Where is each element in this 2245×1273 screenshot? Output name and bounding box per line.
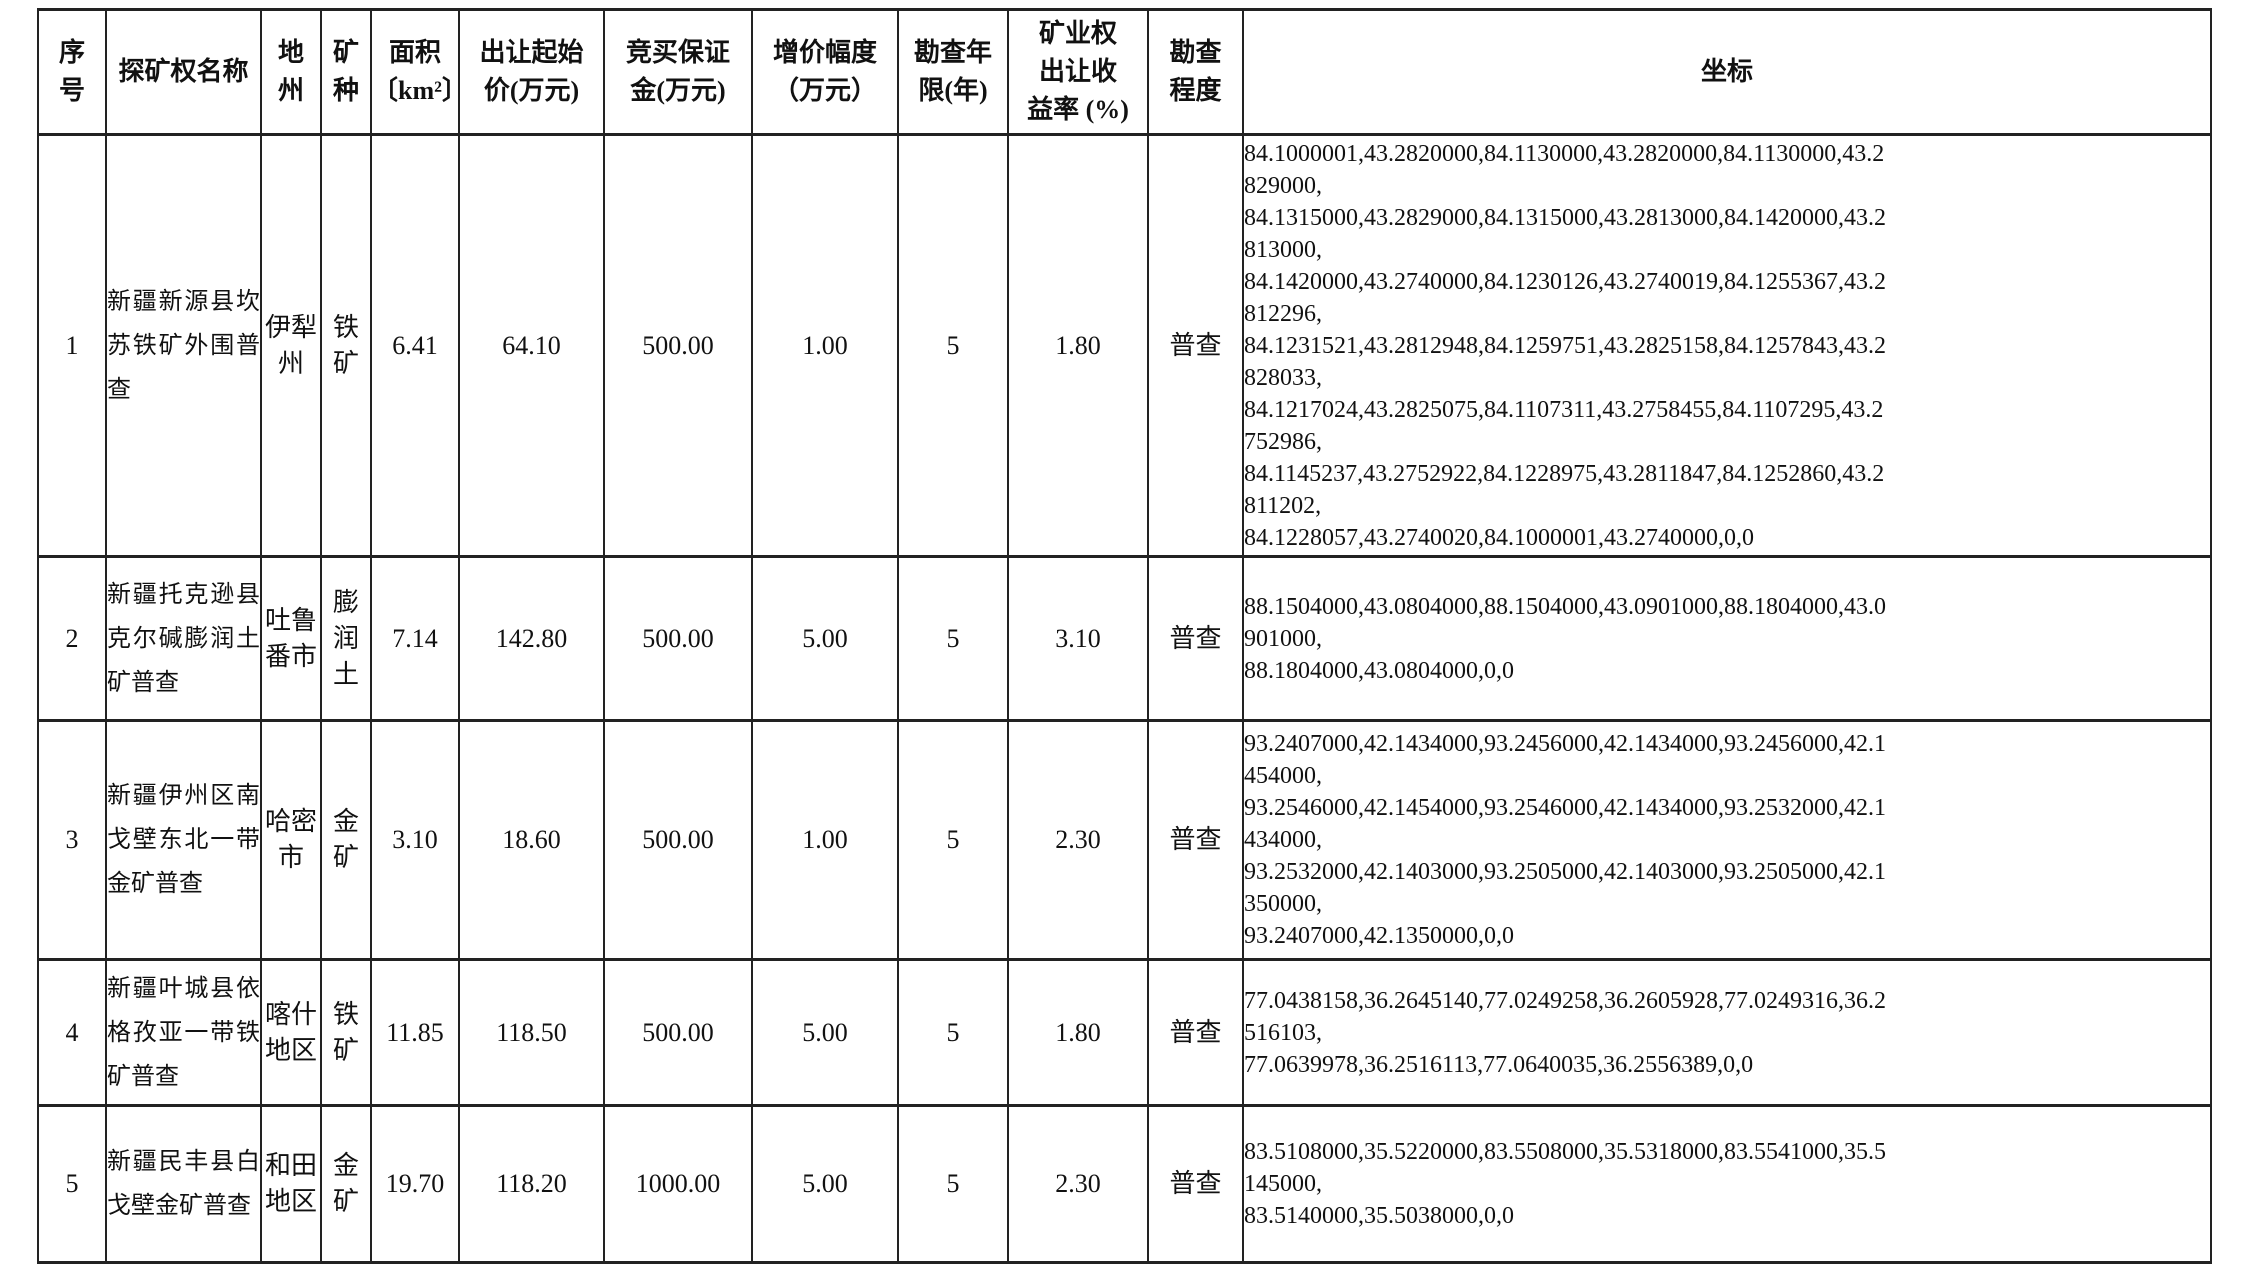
cell-yield-rate: 1.80 <box>1007 958 1149 1107</box>
cell-increment: 5.00 <box>751 555 899 722</box>
cell-years: 5 <box>897 958 1009 1107</box>
cell-mineral: 铁矿 <box>320 958 372 1107</box>
cell-mineral: 膨润土 <box>320 555 372 722</box>
cell-name: 新疆民丰县白戈壁金矿普查 <box>105 1104 262 1264</box>
cell-index: 2 <box>37 555 107 722</box>
cell-degree: 普查 <box>1147 1104 1244 1264</box>
cell-prefecture: 和田地区 <box>260 1104 322 1264</box>
header-years: 勘查年 限(年) <box>897 8 1009 136</box>
cell-name: 新疆伊州区南戈壁东北一带金矿普查 <box>105 719 262 961</box>
cell-years: 5 <box>897 719 1009 961</box>
cell-prefecture: 喀什地区 <box>260 958 322 1107</box>
cell-coordinates: 83.5108000,35.5220000,83.5508000,35.5318… <box>1242 1104 2212 1264</box>
cell-prefecture: 伊犁州 <box>260 133 322 558</box>
cell-index: 5 <box>37 1104 107 1264</box>
cell-prefecture: 吐鲁番市 <box>260 555 322 722</box>
cell-increment: 1.00 <box>751 133 899 558</box>
table-header-row: 序 号 探矿权名称 地 州 矿 种 面积 〔km²〕 出让起始 价(万元) 竞买… <box>37 8 2212 136</box>
cell-starting-price: 118.20 <box>458 1104 605 1264</box>
cell-increment: 1.00 <box>751 719 899 961</box>
cell-years: 5 <box>897 133 1009 558</box>
cell-starting-price: 142.80 <box>458 555 605 722</box>
header-degree: 勘查 程度 <box>1147 8 1244 136</box>
cell-yield-rate: 1.80 <box>1007 133 1149 558</box>
cell-name: 新疆叶城县依格孜亚一带铁矿普查 <box>105 958 262 1107</box>
cell-area: 3.10 <box>370 719 460 961</box>
cell-deposit: 500.00 <box>603 555 753 722</box>
cell-increment: 5.00 <box>751 1104 899 1264</box>
cell-degree: 普查 <box>1147 719 1244 961</box>
header-mineral: 矿 种 <box>320 8 372 136</box>
cell-starting-price: 118.50 <box>458 958 605 1107</box>
header-name: 探矿权名称 <box>105 8 262 136</box>
table-row: 2 新疆托克逊县克尔碱膨润土矿普查 吐鲁番市 膨润土 7.14 142.80 5… <box>37 555 2212 722</box>
cell-area: 6.41 <box>370 133 460 558</box>
header-deposit: 竞买保证 金(万元) <box>603 8 753 136</box>
cell-coordinates: 88.1504000,43.0804000,88.1504000,43.0901… <box>1242 555 2212 722</box>
table-row: 3 新疆伊州区南戈壁东北一带金矿普查 哈密市 金矿 3.10 18.60 500… <box>37 719 2212 961</box>
cell-starting-price: 64.10 <box>458 133 605 558</box>
cell-mineral: 铁矿 <box>320 133 372 558</box>
cell-area: 19.70 <box>370 1104 460 1264</box>
cell-mineral: 金矿 <box>320 1104 372 1264</box>
header-starting-price: 出让起始 价(万元) <box>458 8 605 136</box>
cell-deposit: 500.00 <box>603 958 753 1107</box>
cell-name: 新疆托克逊县克尔碱膨润土矿普查 <box>105 555 262 722</box>
cell-degree: 普查 <box>1147 555 1244 722</box>
table-row: 1 新疆新源县坎苏铁矿外围普查 伊犁州 铁矿 6.41 64.10 500.00… <box>37 133 2212 558</box>
header-index: 序 号 <box>37 8 107 136</box>
header-prefecture: 地 州 <box>260 8 322 136</box>
cell-degree: 普查 <box>1147 958 1244 1107</box>
header-coordinates: 坐标 <box>1242 8 2212 136</box>
cell-index: 3 <box>37 719 107 961</box>
cell-degree: 普查 <box>1147 133 1244 558</box>
cell-yield-rate: 3.10 <box>1007 555 1149 722</box>
table-row: 5 新疆民丰县白戈壁金矿普查 和田地区 金矿 19.70 118.20 1000… <box>37 1104 2212 1264</box>
cell-prefecture: 哈密市 <box>260 719 322 961</box>
cell-years: 5 <box>897 1104 1009 1264</box>
cell-years: 5 <box>897 555 1009 722</box>
cell-coordinates: 77.0438158,36.2645140,77.0249258,36.2605… <box>1242 958 2212 1107</box>
cell-starting-price: 18.60 <box>458 719 605 961</box>
cell-yield-rate: 2.30 <box>1007 719 1149 961</box>
cell-mineral: 金矿 <box>320 719 372 961</box>
cell-deposit: 1000.00 <box>603 1104 753 1264</box>
header-increment: 增价幅度 （万元） <box>751 8 899 136</box>
mining-rights-table: 序 号 探矿权名称 地 州 矿 种 面积 〔km²〕 出让起始 价(万元) 竞买… <box>37 8 2212 1264</box>
cell-increment: 5.00 <box>751 958 899 1107</box>
cell-deposit: 500.00 <box>603 133 753 558</box>
cell-index: 1 <box>37 133 107 558</box>
cell-yield-rate: 2.30 <box>1007 1104 1149 1264</box>
cell-name: 新疆新源县坎苏铁矿外围普查 <box>105 133 262 558</box>
header-yield-rate: 矿业权 出让收 益率 (%) <box>1007 8 1149 136</box>
cell-area: 7.14 <box>370 555 460 722</box>
cell-coordinates: 93.2407000,42.1434000,93.2456000,42.1434… <box>1242 719 2212 961</box>
header-area: 面积 〔km²〕 <box>370 8 460 136</box>
cell-area: 11.85 <box>370 958 460 1107</box>
cell-index: 4 <box>37 958 107 1107</box>
cell-deposit: 500.00 <box>603 719 753 961</box>
cell-coordinates: 84.1000001,43.2820000,84.1130000,43.2820… <box>1242 133 2212 558</box>
table-row: 4 新疆叶城县依格孜亚一带铁矿普查 喀什地区 铁矿 11.85 118.50 5… <box>37 958 2212 1107</box>
